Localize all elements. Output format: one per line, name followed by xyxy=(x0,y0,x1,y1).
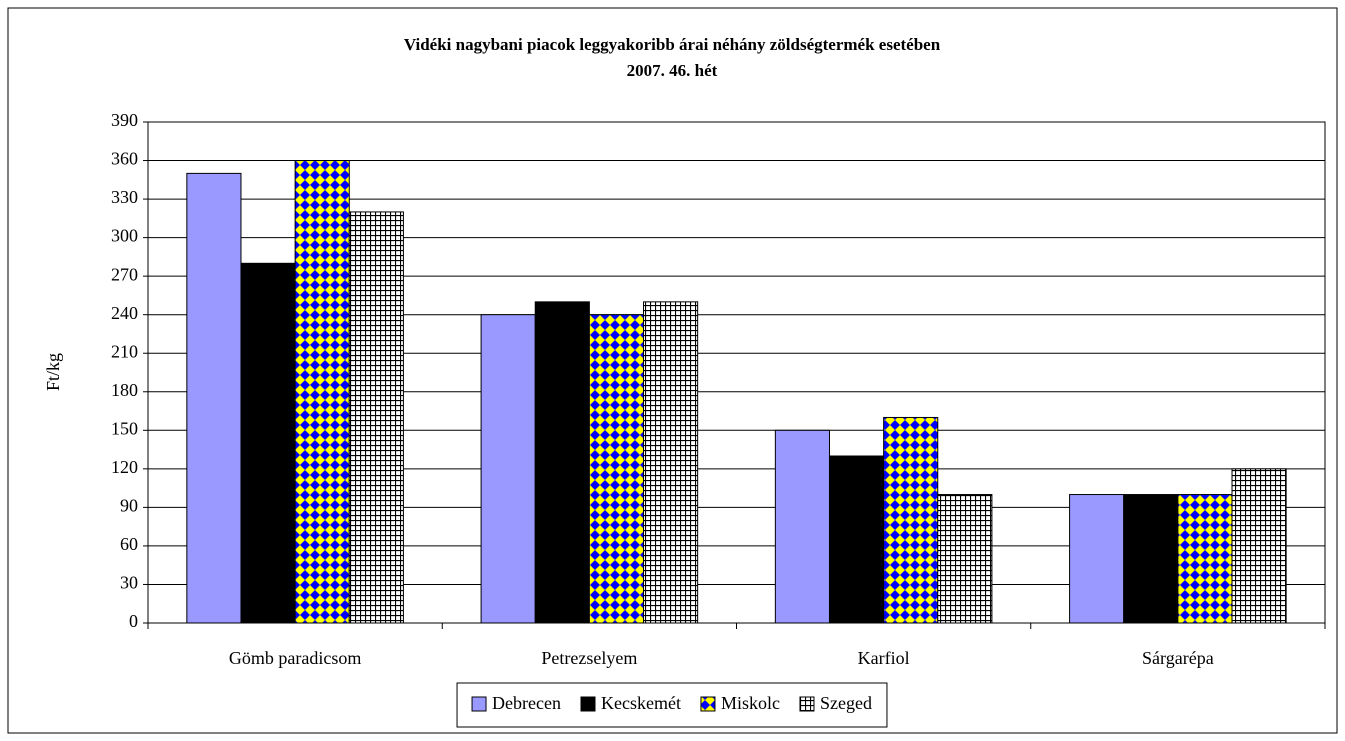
y-tick-label: 210 xyxy=(111,341,138,361)
bar xyxy=(240,262,296,624)
y-tick-label: 150 xyxy=(111,418,138,438)
x-tick-label: Gömb paradicsom xyxy=(229,648,361,668)
chart-title: Vidéki nagybani piacok leggyakoribb árai… xyxy=(404,35,941,54)
y-tick-label: 240 xyxy=(111,303,138,323)
bar xyxy=(588,314,645,624)
bar xyxy=(1123,494,1179,624)
legend-swatch xyxy=(471,696,487,712)
bar xyxy=(883,416,939,624)
bar xyxy=(294,160,350,624)
x-tick-label: Sárgarépa xyxy=(1142,648,1214,668)
bar xyxy=(774,429,830,624)
chart-subtitle: 2007. 46. hét xyxy=(627,61,718,80)
bar xyxy=(534,301,590,624)
legend-box xyxy=(456,682,888,728)
legend-label: Kecskemét xyxy=(601,693,681,713)
y-tick-label: 390 xyxy=(111,110,138,130)
bar xyxy=(480,314,536,624)
y-tick-label: 30 xyxy=(120,573,138,593)
y-tick-label: 360 xyxy=(111,149,138,169)
bar xyxy=(828,455,885,624)
y-tick-label: 180 xyxy=(111,380,138,400)
plot-border xyxy=(147,121,1326,624)
bar xyxy=(937,494,993,624)
y-tick-label: 120 xyxy=(111,457,138,477)
y-tick-label: 90 xyxy=(120,496,138,516)
bar xyxy=(348,211,404,624)
bar xyxy=(1177,494,1233,624)
legend-label: Miskolc xyxy=(721,693,780,713)
legend-swatch xyxy=(799,696,815,712)
x-tick-label: Karfiol xyxy=(858,648,910,668)
bar xyxy=(186,172,242,624)
y-tick-label: 330 xyxy=(111,187,138,207)
legend-label: Szeged xyxy=(820,693,872,713)
legend-swatch xyxy=(700,696,716,712)
legend-label: Debrecen xyxy=(492,693,561,713)
y-tick-label: 60 xyxy=(120,534,138,554)
legend-swatch xyxy=(580,696,596,712)
y-tick-label: 270 xyxy=(111,264,138,284)
bar xyxy=(1231,468,1287,624)
y-tick-label: 0 xyxy=(129,611,138,631)
x-tick-label: Petrezselyem xyxy=(541,648,637,668)
y-axis-label: Ft/kg xyxy=(43,353,63,391)
y-tick-label: 300 xyxy=(111,226,138,246)
bar xyxy=(643,301,699,624)
bar xyxy=(1069,494,1125,624)
